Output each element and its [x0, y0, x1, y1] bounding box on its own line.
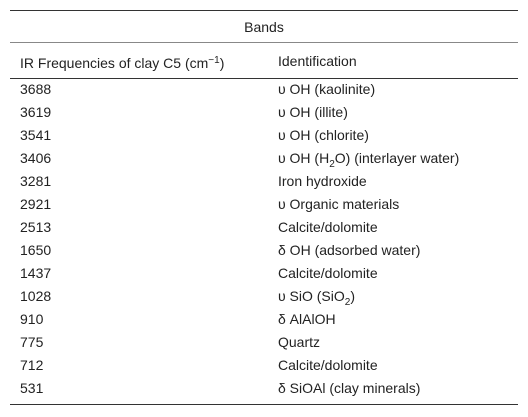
text-segment: δ AlAlOH: [278, 311, 336, 327]
frequency-cell: 1650: [20, 242, 52, 258]
header-rule: [10, 78, 518, 79]
top-rule: [10, 10, 518, 11]
identification-cell: Iron hydroxide: [278, 172, 367, 190]
text-segment: υ SiO (SiO: [278, 288, 345, 304]
text-segment: ): [219, 55, 225, 71]
frequency-cell: 2513: [20, 219, 52, 235]
frequency-cell: 3406: [20, 150, 52, 166]
identification-cell: δ OH (adsorbed water): [278, 241, 420, 259]
identification-cell: υ OH (kaolinite): [278, 80, 375, 98]
text-segment: υ OH (illite): [278, 104, 348, 120]
identification-cell: Calcite/dolomite: [278, 356, 378, 374]
identification-cell: υ Organic materials: [278, 195, 399, 213]
text-segment: υ OH (kaolinite): [278, 81, 376, 97]
identification-cell: υ SiO (SiO2): [278, 287, 355, 312]
text-segment: υ OH (chlorite): [278, 127, 369, 143]
frequency-cell: 910: [20, 311, 44, 327]
identification-cell: δ AlAlOH: [278, 310, 336, 328]
bottom-rule: [10, 404, 518, 405]
text-segment: IR Frequencies of clay C5 (cm: [20, 55, 209, 71]
text-segment: υ Organic materials: [278, 196, 400, 212]
frequency-cell: 3281: [20, 173, 52, 189]
identification-cell: Quartz: [278, 333, 320, 351]
sub-text: 2: [329, 159, 335, 170]
frequency-cell: 3619: [20, 104, 52, 120]
text-segment: Quartz: [278, 334, 321, 350]
text-segment: δ OH (adsorbed water): [278, 242, 421, 258]
text-segment: Identification: [278, 53, 357, 69]
text-segment: Calcite/dolomite: [278, 357, 378, 373]
identification-cell: υ OH (H2O) (interlayer water): [278, 149, 459, 174]
frequency-cell: 1028: [20, 288, 52, 304]
text-segment: Iron hydroxide: [278, 173, 367, 189]
sub-text: 2: [344, 297, 351, 308]
frequency-cell: 531: [20, 380, 44, 396]
identification-cell: Calcite/dolomite: [278, 218, 378, 236]
text-segment: δ SiOAl (clay minerals): [278, 380, 421, 396]
identification-cell: δ SiOAl (clay minerals): [278, 379, 420, 397]
identification-cell: υ OH (chlorite): [278, 126, 369, 144]
identification-cell: υ OH (illite): [278, 103, 348, 121]
frequency-cell: 712: [20, 357, 44, 373]
table-title: Bands: [244, 19, 284, 35]
identification-cell: Calcite/dolomite: [278, 264, 378, 282]
frequency-cell: 2921: [20, 196, 52, 212]
frequency-cell: 3541: [20, 127, 52, 143]
header-cell: IR Frequencies of clay C5 (cm−1): [20, 52, 224, 72]
header-cell: Identification: [278, 52, 357, 70]
text-segment: ): [350, 288, 356, 304]
frequency-cell: 775: [20, 334, 44, 350]
text-segment: Calcite/dolomite: [278, 219, 378, 235]
text-segment: υ OH (H: [278, 150, 330, 166]
frequency-cell: 1437: [20, 265, 52, 281]
sup-text: −1: [208, 55, 220, 66]
text-segment: O) (interlayer water): [334, 150, 460, 166]
text-segment: Calcite/dolomite: [278, 265, 378, 281]
frequency-cell: 3688: [20, 81, 52, 97]
title-rule: [10, 42, 518, 43]
